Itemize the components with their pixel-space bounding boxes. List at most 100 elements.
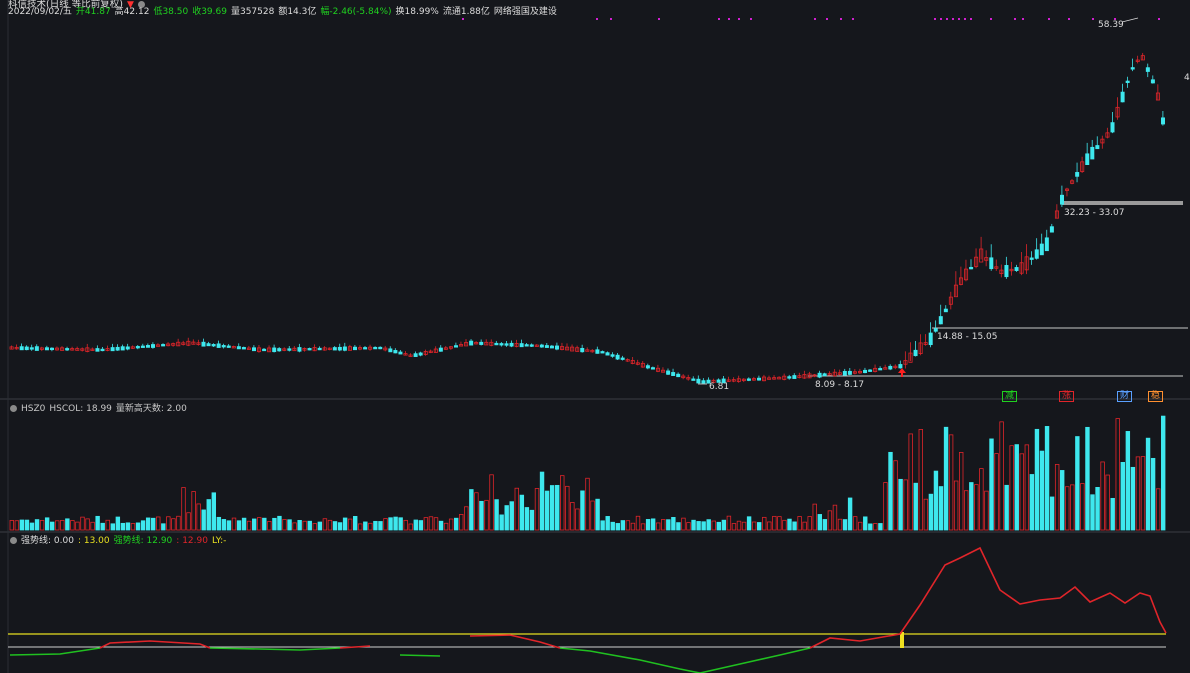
volume-bar	[322, 518, 328, 531]
candle-body	[24, 346, 29, 351]
tag-cai[interactable]: 财	[1117, 391, 1133, 402]
candle-body	[34, 346, 39, 351]
candle-body	[676, 373, 681, 378]
volume-bar	[787, 518, 792, 531]
candle-body	[499, 343, 504, 346]
volume-bar	[1090, 494, 1095, 531]
range-label-3: 32.23 - 33.07	[1064, 208, 1125, 218]
candle-body	[469, 340, 474, 346]
candle-body	[368, 346, 373, 350]
candle-body	[519, 343, 524, 348]
volume-bar	[888, 451, 893, 531]
volume-bar	[211, 492, 216, 531]
candle-body	[75, 348, 80, 351]
volume-bar	[802, 521, 807, 531]
volume-bar	[741, 521, 747, 531]
tag-jian[interactable]: 减	[1002, 391, 1018, 402]
volume-bar	[413, 519, 418, 531]
candle-body	[176, 341, 181, 347]
candle-body	[221, 345, 226, 348]
candle-body	[282, 348, 287, 351]
candle-body	[1039, 243, 1044, 256]
candle-body	[570, 346, 575, 352]
qsx-v2: : 13.00	[77, 536, 110, 546]
candle-body	[191, 341, 196, 345]
volume-bar	[544, 490, 550, 531]
candle-body	[757, 377, 762, 381]
volume-bar	[933, 470, 939, 531]
volume-bar	[519, 494, 525, 531]
volume-bar	[979, 468, 984, 531]
candle-body	[448, 346, 453, 349]
volume-bar	[1120, 462, 1125, 531]
range-label-1: 8.09 - 8.17	[815, 380, 864, 390]
volume-bar	[923, 498, 929, 531]
candle-body	[29, 347, 34, 350]
candle-body	[292, 347, 297, 352]
candle-body	[110, 347, 115, 352]
candle-body	[605, 352, 610, 356]
volume-bar	[378, 521, 383, 531]
signal-dot	[1014, 18, 1016, 20]
volume-bar	[469, 489, 474, 531]
candle-body	[656, 367, 661, 372]
candle-body	[105, 348, 110, 351]
volume-bar	[504, 505, 509, 531]
candle-body	[39, 347, 44, 350]
candle-body	[332, 347, 337, 351]
candle-body	[969, 266, 974, 270]
candle-body	[595, 349, 600, 354]
candle-body	[383, 347, 388, 351]
volume-bar	[267, 521, 272, 531]
volume-bar	[332, 521, 338, 531]
volume-bar	[600, 520, 605, 531]
volume-bar	[605, 516, 610, 531]
volume-bar	[408, 523, 413, 531]
volume-bar	[1140, 456, 1146, 531]
volume-bar	[974, 484, 979, 531]
volume-bar	[630, 522, 636, 531]
volume-bar	[524, 507, 530, 531]
candle-body	[812, 374, 817, 377]
tag-zhang[interactable]: 涨	[1059, 391, 1075, 402]
candle-body	[858, 370, 863, 374]
volume-bar	[1115, 418, 1120, 531]
candle-body	[494, 342, 499, 346]
volume-bar	[433, 517, 439, 531]
strength-settings-icon[interactable]	[10, 537, 17, 544]
signal-dot	[1048, 18, 1050, 20]
candle-body	[792, 375, 797, 379]
candle-body	[287, 348, 292, 351]
volume-bar	[105, 519, 110, 531]
candle-body	[166, 343, 171, 347]
settings-dot-icon[interactable]	[137, 1, 145, 8]
volume-bar	[363, 521, 368, 531]
candle-body	[650, 367, 655, 370]
volume-bar	[14, 520, 20, 531]
volume-bar	[418, 520, 424, 531]
candle-body	[832, 371, 837, 377]
volume-bar	[782, 519, 787, 531]
candle-body	[959, 277, 964, 285]
candle-body	[847, 370, 852, 375]
candle-body	[999, 269, 1004, 274]
volume-bar	[9, 520, 14, 531]
volume-bar	[762, 516, 767, 531]
volume-bar	[337, 522, 343, 531]
candle-body	[453, 345, 458, 348]
candle-body	[933, 328, 938, 332]
tag-wen[interactable]: 稳	[1148, 391, 1164, 402]
hsz-record-days: 量新高天数: 2.00	[115, 404, 187, 414]
volume-settings-icon[interactable]	[10, 405, 17, 412]
candle-body	[1065, 188, 1070, 191]
volume-bar	[751, 521, 757, 531]
down-arrow-icon: ▼	[126, 0, 134, 10]
volume-bar	[938, 486, 944, 531]
candle-body	[1080, 161, 1085, 172]
candle-body	[938, 316, 943, 325]
volume-bar	[999, 421, 1004, 531]
volume-bar	[221, 519, 227, 531]
volume-bar	[746, 516, 752, 531]
candle-body	[928, 332, 933, 346]
